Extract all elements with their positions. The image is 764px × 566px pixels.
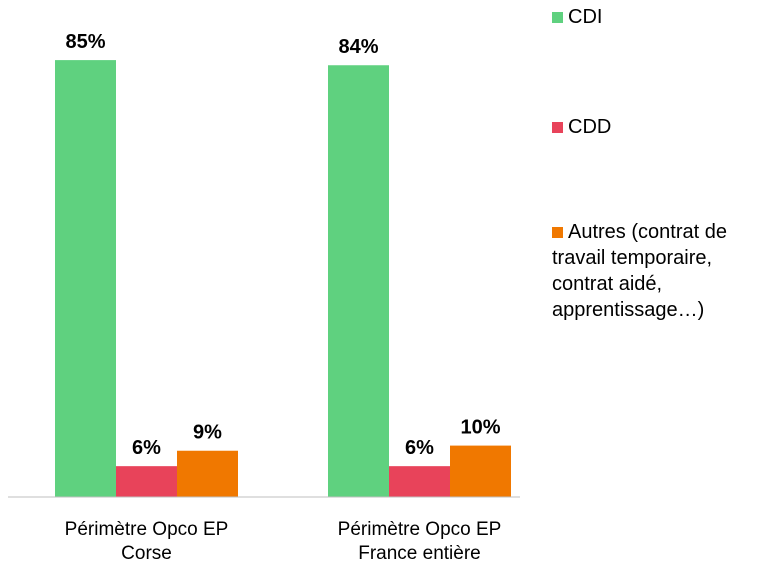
value-label: 85% (65, 31, 105, 53)
bar (450, 445, 511, 497)
value-label: 84% (338, 36, 378, 58)
legend-label: Autres (contrat de travail temporaire, c… (552, 221, 727, 321)
bar (116, 466, 177, 497)
value-label: 10% (460, 417, 500, 439)
legend-swatch (552, 12, 563, 23)
legend-label: CDD (568, 116, 612, 138)
bar (177, 450, 238, 497)
legend-swatch (552, 122, 563, 133)
x-tick-label: Corse (121, 543, 172, 564)
x-tick-label: France entière (358, 543, 481, 564)
value-label: 9% (193, 422, 222, 444)
legend-label: CDI (568, 6, 603, 28)
bar (55, 60, 116, 497)
legend-item: Autres (contrat de travail temporaire, c… (552, 219, 764, 323)
value-label: 6% (405, 437, 434, 459)
value-label: 6% (132, 437, 161, 459)
legend-item: CDD (552, 114, 764, 140)
bar (328, 65, 389, 498)
x-tick-label: Périmètre Opco EP (65, 519, 229, 540)
bar (389, 466, 450, 497)
legend-swatch (552, 227, 563, 238)
x-tick-label: Périmètre Opco EP (338, 519, 502, 540)
legend-item: CDI (552, 4, 764, 30)
